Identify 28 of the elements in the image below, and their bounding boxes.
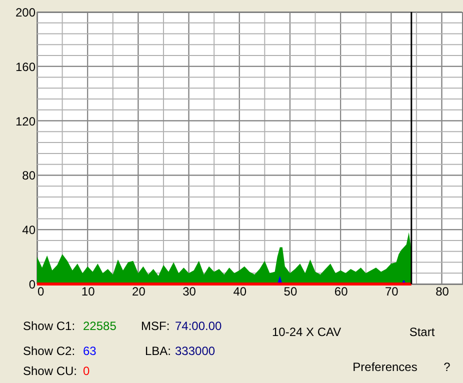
x-tick-label: 0 (38, 284, 44, 298)
text: 0 (83, 364, 90, 378)
text: 74:00.00 (175, 319, 222, 333)
x-tick-label: 50 (284, 284, 298, 298)
x-tick-label: 40 (233, 284, 247, 298)
x-tick-label: 20 (132, 284, 146, 298)
x-tick-label: 60 (334, 284, 348, 298)
text: Preferences (352, 360, 418, 374)
text: 333000 (175, 344, 216, 358)
y-tick-label: 120 (15, 114, 36, 128)
text: Show CU: (23, 364, 78, 378)
text: ? (444, 360, 451, 374)
text: 22585 (83, 319, 117, 333)
y-tick-label: 40 (22, 223, 36, 238)
x-tick-label: 70 (384, 284, 399, 298)
text: Show C1: (23, 319, 76, 333)
y-tick-label: 160 (15, 60, 36, 74)
text: 63 (83, 344, 97, 358)
text: Start (409, 325, 436, 339)
text: LBA: (145, 344, 172, 358)
text: 10-24 X CAV (272, 325, 342, 339)
text: Show C2: (23, 344, 76, 358)
y-tick-label: 200 (15, 6, 36, 20)
y-tick-label: 80 (22, 168, 36, 183)
x-tick-label: 80 (436, 284, 450, 298)
text: MSF: (141, 319, 170, 333)
x-tick-label: 10 (81, 284, 96, 298)
x-tick-label: 30 (182, 284, 196, 298)
